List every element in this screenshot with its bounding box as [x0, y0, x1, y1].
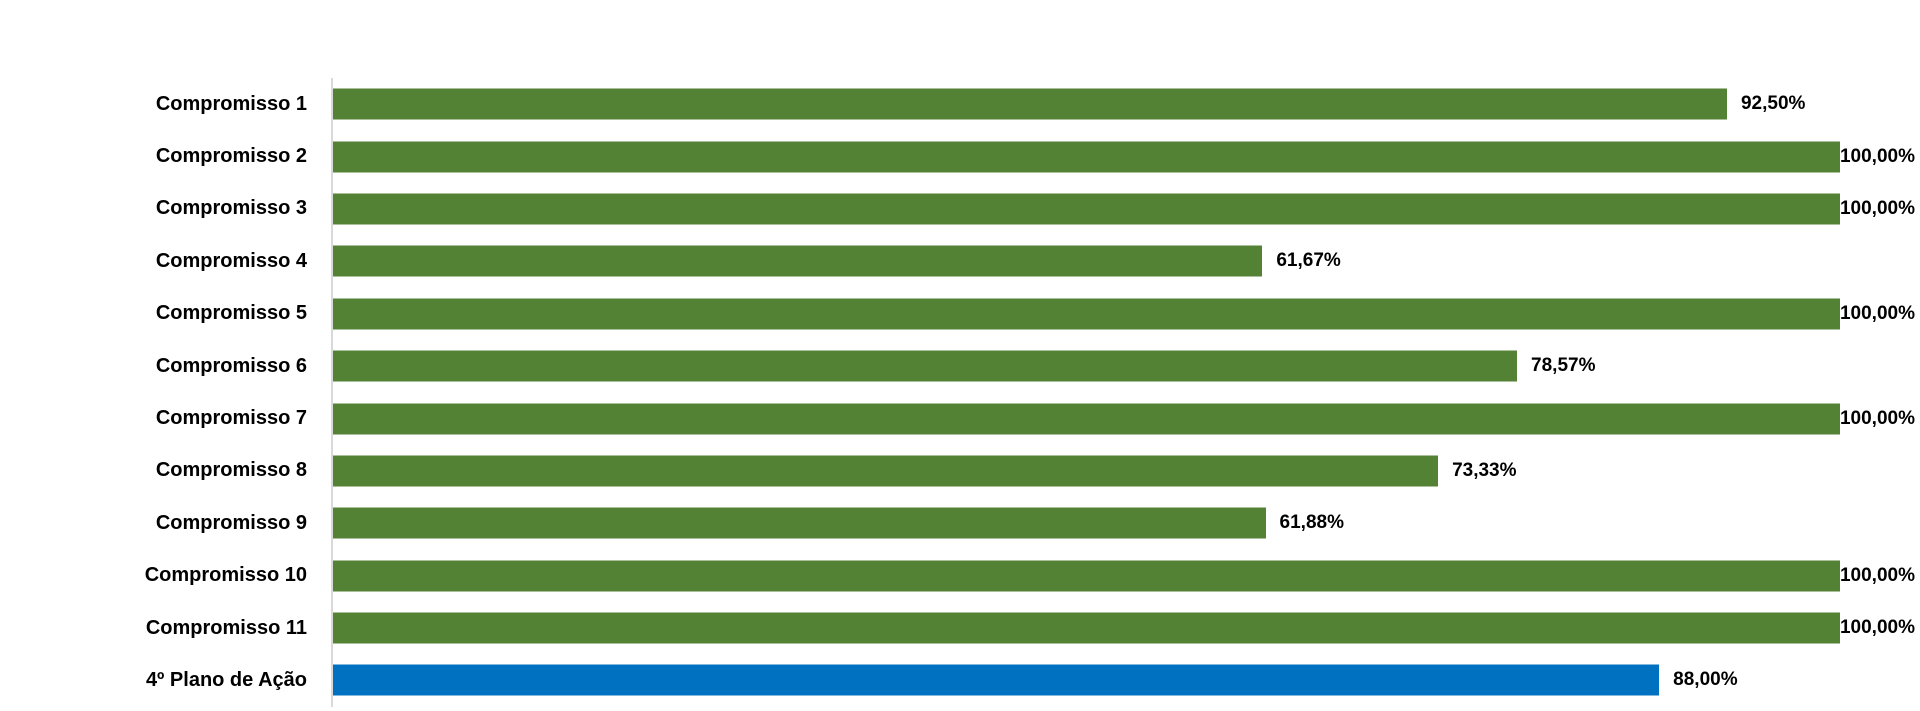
category-label: Compromisso 6 [155, 354, 307, 377]
category-label: Compromisso 7 [155, 407, 307, 430]
bar-track: 100,00% [331, 392, 1915, 445]
bar-row: Compromisso 2 100,00% [0, 130, 1915, 183]
bar-row: Compromisso 9 61,88% [0, 497, 1840, 550]
value-label: 100,00% [1839, 564, 1915, 586]
category-label: Compromisso 4 [155, 249, 307, 272]
bar-track: 61,67% [331, 235, 1840, 288]
horizontal-bar-chart: Compromisso 1 92,50% Compromisso 2 100,00% C… [0, 78, 1915, 707]
bar [333, 350, 1518, 382]
value-label: 78,57% [1531, 355, 1596, 377]
category-label: Compromisso 9 [155, 511, 307, 534]
category-label: Compromisso 2 [155, 145, 307, 168]
bar [333, 141, 1840, 173]
value-label: 92,50% [1740, 93, 1806, 115]
bar [333, 664, 1660, 696]
bar-track: 100,00% [331, 549, 1915, 602]
value-label: 100,00% [1839, 145, 1915, 167]
bar-track: 100,00% [331, 601, 1915, 655]
bar-track: 100,00% [331, 287, 1915, 340]
value-label: 88,00% [1673, 669, 1738, 691]
bar-row: Compromisso 5 100,00% [0, 287, 1915, 340]
bar-track: 88,00% [331, 654, 1840, 707]
bar [333, 507, 1266, 539]
bar-row: Compromisso 3 100,00% [0, 182, 1915, 236]
bar [333, 245, 1263, 277]
category-label: Compromisso 5 [155, 302, 307, 325]
value-label: 73,33% [1452, 459, 1517, 481]
bar [333, 612, 1840, 644]
category-label: Compromisso 11 [145, 616, 307, 639]
value-label: 100,00% [1839, 302, 1915, 324]
value-label: 61,67% [1276, 250, 1341, 272]
bar-row: Compromisso 6 78,57% [0, 339, 1840, 393]
bar-track: 100,00% [331, 182, 1915, 236]
category-label: Compromisso 1 [155, 92, 307, 115]
category-label: Compromisso 10 [144, 564, 307, 587]
bar [333, 455, 1439, 487]
bar [333, 560, 1840, 592]
bar-track: 100,00% [331, 130, 1915, 183]
bar-row: Compromisso 4 61,67% [0, 235, 1840, 288]
bar-row: 4º Plano de Ação 88,00% [0, 654, 1840, 707]
value-label: 61,88% [1279, 512, 1344, 534]
value-label: 100,00% [1839, 407, 1915, 429]
bar [333, 298, 1840, 330]
category-label: Compromisso 8 [155, 459, 307, 482]
value-label: 100,00% [1839, 617, 1915, 639]
bar-track: 73,33% [331, 444, 1840, 498]
bar-track: 92,50% [331, 78, 1840, 131]
bar-row: Compromisso 11 100,00% [0, 601, 1915, 655]
bar [333, 403, 1840, 435]
bar-row: Compromisso 1 92,50% [0, 78, 1840, 131]
bar-row: Compromisso 10 100,00% [0, 549, 1915, 602]
value-label: 100,00% [1839, 197, 1915, 219]
bar-track: 78,57% [331, 339, 1840, 393]
bar [333, 88, 1727, 120]
category-label: 4º Plano de Ação [145, 668, 307, 691]
category-label: Compromisso 3 [155, 197, 307, 220]
bar [333, 193, 1840, 225]
bar-row: Compromisso 7 100,00% [0, 392, 1915, 445]
bar-track: 61,88% [331, 497, 1840, 550]
bar-row: Compromisso 8 73,33% [0, 444, 1840, 498]
